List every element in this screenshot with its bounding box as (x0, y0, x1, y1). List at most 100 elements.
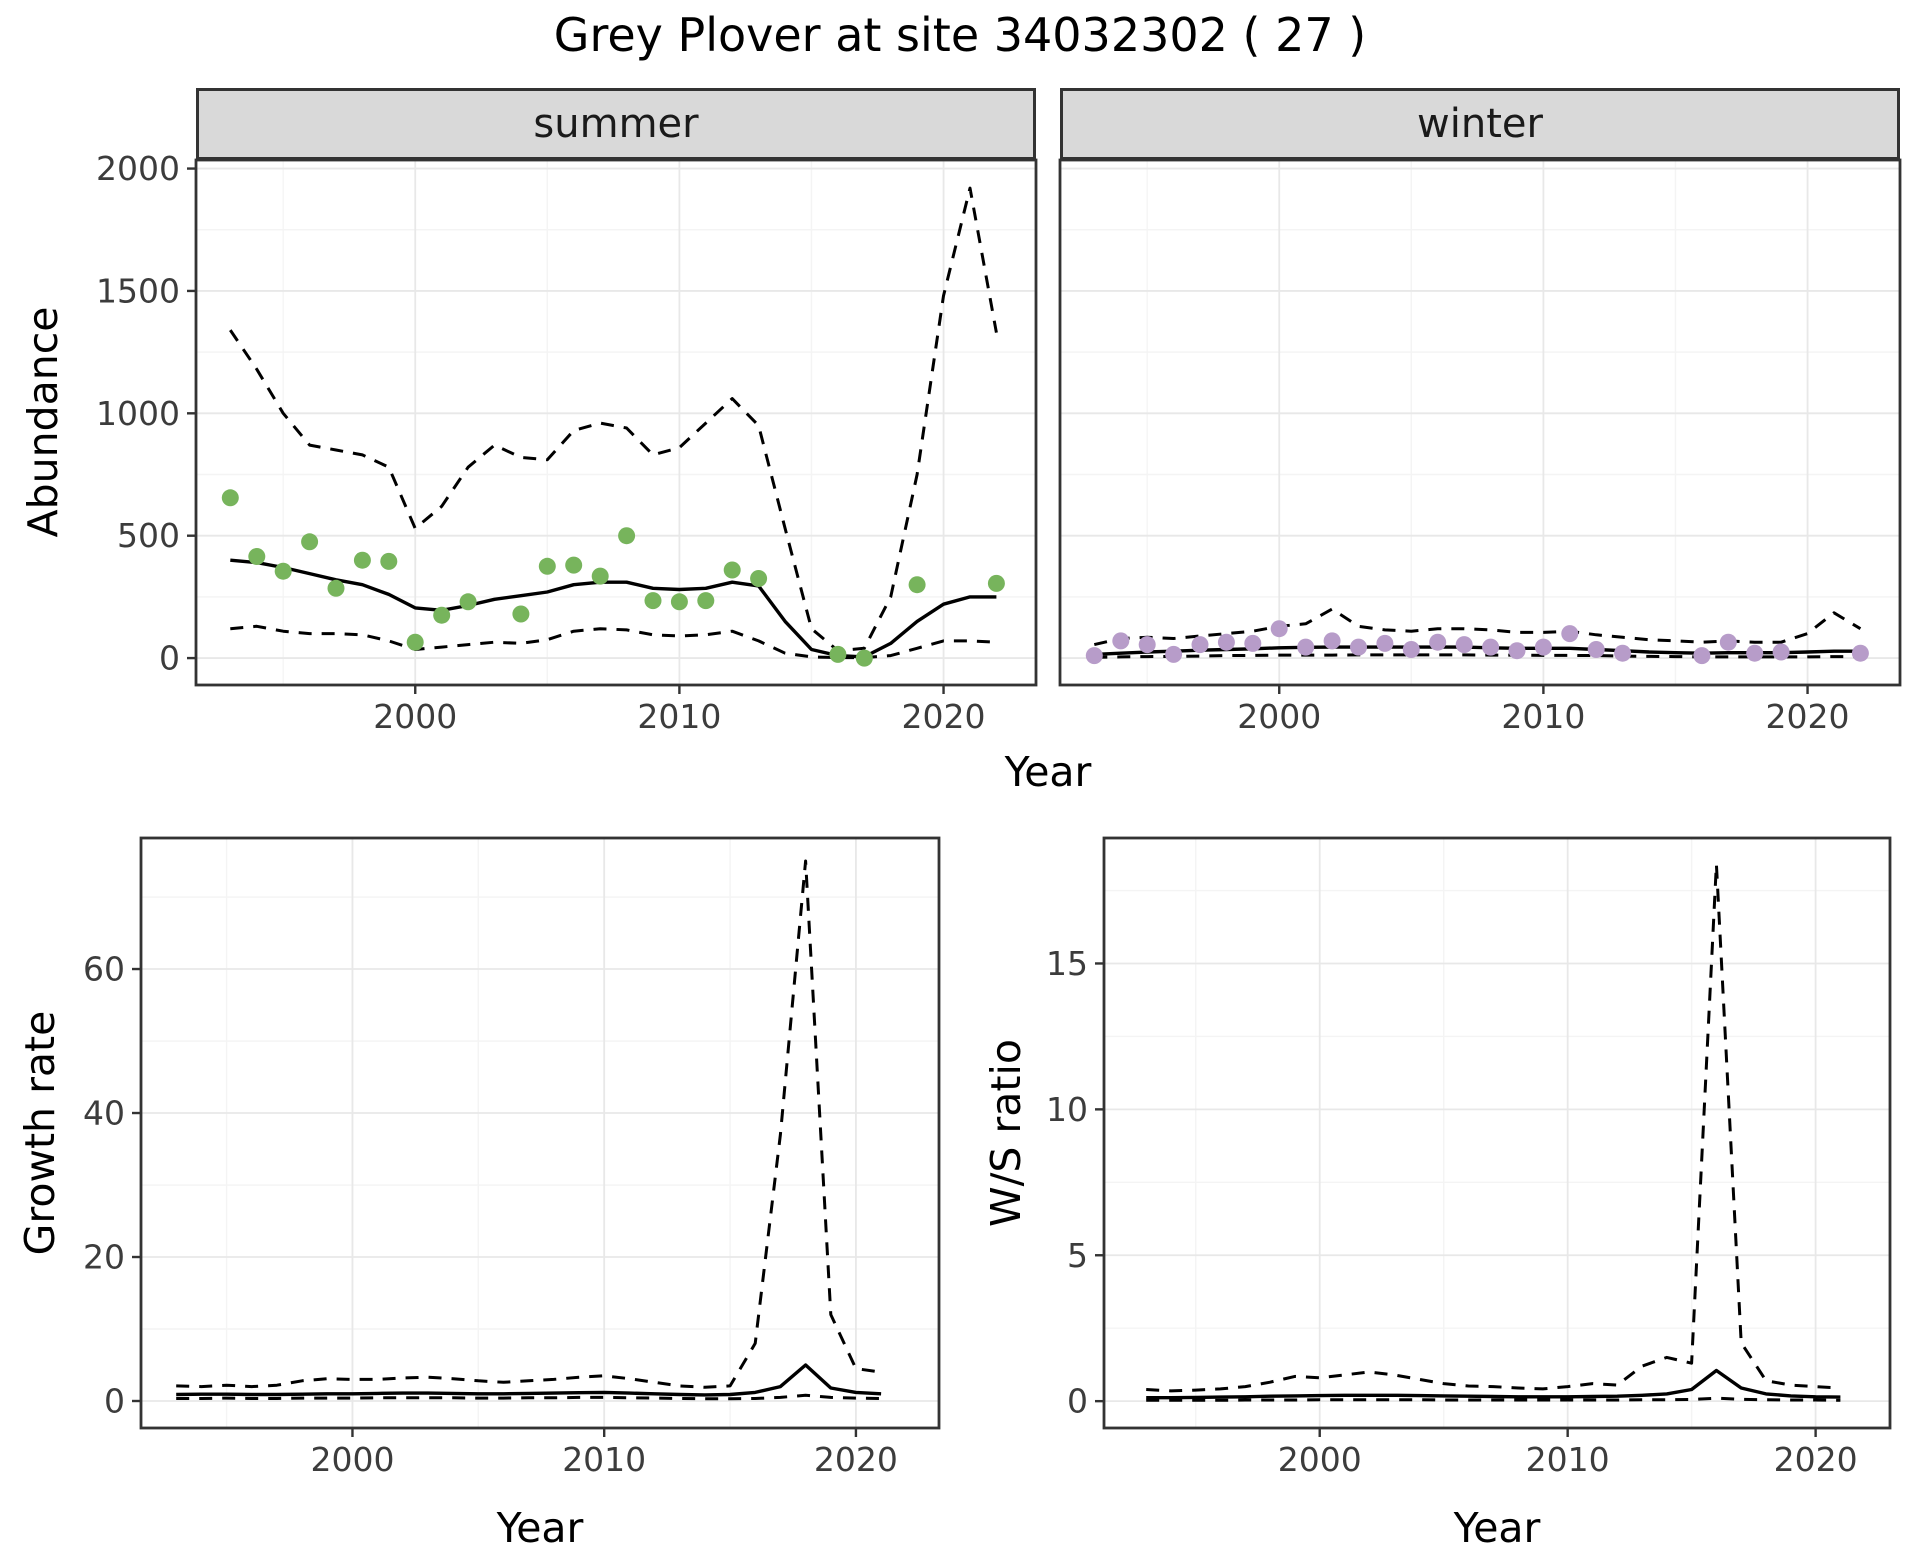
x-tick-label: 2010 (562, 1440, 646, 1479)
y-tick-label: 60 (83, 950, 125, 989)
data-point (750, 570, 768, 587)
abundance-summer-lower-ci-line (230, 624, 997, 660)
data-point (221, 489, 239, 507)
data-point (591, 567, 609, 585)
data-point (1508, 642, 1526, 660)
x-tick-label: 2000 (310, 1440, 394, 1479)
x-tick-label: 2010 (637, 697, 721, 736)
y-tick-label: 0 (159, 639, 180, 678)
data-point (406, 633, 424, 651)
abundance-winter-gridlines (1060, 160, 1900, 685)
ws-ratio-lower-ci-line (1146, 1396, 1841, 1402)
y-tick-label: 15 (1046, 944, 1088, 983)
facet-strip-winter-label: winter (1417, 101, 1543, 147)
ws-ratio-upper-ci-line (1146, 862, 1841, 1393)
data-point (1376, 634, 1394, 652)
data-point (1534, 638, 1552, 656)
data-point (987, 574, 1005, 592)
data-point (1587, 641, 1605, 658)
y-tick-label: 0 (104, 1382, 125, 1421)
y-tick-label: 500 (117, 516, 180, 555)
abundance-summer-fit-line (230, 558, 997, 659)
y-axis-title-growth-rate: Growth rate (16, 1010, 64, 1256)
x-tick-label: 2020 (1766, 697, 1850, 736)
x-axis-title-year-growth: Year (496, 1504, 584, 1552)
abundance-winter-lower-ci-line (1094, 653, 1861, 659)
data-point (855, 649, 873, 667)
data-point (1191, 636, 1209, 654)
y-tick-label: 2000 (96, 149, 180, 188)
data-point (353, 551, 371, 569)
ws-ratio-axis-ticks (1095, 962, 1817, 1437)
data-point (1244, 634, 1262, 652)
data-point (908, 576, 926, 594)
data-point (538, 557, 556, 575)
x-tick-label: 2020 (902, 697, 986, 736)
growth-rate-lower-ci-line (176, 1393, 882, 1401)
growth-rate-upper-ci-line (176, 859, 882, 1389)
x-tick-label: 2020 (814, 1440, 898, 1479)
data-point (1482, 638, 1500, 656)
abundance-winter-panel-border (1058, 158, 1902, 687)
data-point (1693, 647, 1711, 665)
data-point (1270, 620, 1288, 638)
growth-rate-gridlines (141, 838, 939, 1428)
data-point (1402, 641, 1420, 658)
x-tick-label: 2000 (1237, 697, 1321, 736)
y-tick-label: 1500 (96, 271, 180, 310)
data-point (433, 606, 451, 624)
chart-title: Grey Plover at site 34032302 ( 27 ) (553, 8, 1367, 62)
ws-ratio-axis-labels: 2000 2010 2020 0 5 10 15 (1046, 944, 1858, 1479)
data-point (380, 552, 398, 570)
data-point (1561, 625, 1579, 643)
x-axis-title-year-top: Year (1004, 748, 1092, 796)
data-point (1323, 632, 1341, 650)
abundance-summer-panel-border (194, 158, 1038, 687)
abundance-winter-upper-ci-line (1093, 607, 1862, 647)
data-point (1138, 636, 1156, 654)
growth-rate-axis-ticks (132, 967, 858, 1437)
data-point (829, 645, 847, 663)
x-tick-label: 2000 (1278, 1440, 1362, 1479)
facet-strip-summer: summer (196, 88, 1036, 160)
abundance-winter-axis-labels: 2000 2010 2020 (1237, 697, 1849, 736)
x-tick-label: 2010 (1526, 1440, 1610, 1479)
data-point (670, 593, 688, 611)
abundance-winter-fit-line (1094, 645, 1861, 657)
abundance-summer-axis-labels: 2000 2010 2020 0 500 1000 1500 2000 (96, 149, 986, 736)
data-point (1429, 633, 1447, 651)
facet-strip-summer-label: summer (533, 101, 699, 147)
x-tick-label: 2000 (373, 697, 457, 736)
ws-ratio-panel-border (1102, 836, 1892, 1430)
y-tick-label: 1000 (96, 394, 180, 433)
data-point (1350, 638, 1367, 656)
data-point (1085, 647, 1103, 665)
facet-strip-winter: winter (1060, 88, 1900, 160)
data-point (618, 527, 636, 545)
x-axis-title-year-ws: Year (1453, 1504, 1541, 1552)
x-tick-label: 2020 (1774, 1440, 1858, 1479)
data-point (301, 533, 319, 551)
abundance-summer-axis-ticks (187, 167, 945, 694)
abundance-summer-points (221, 489, 1005, 667)
ws-ratio-gridlines (1104, 838, 1890, 1428)
y-tick-label: 5 (1067, 1236, 1088, 1275)
ws-ratio-fit-line (1146, 1368, 1841, 1400)
data-point (1746, 644, 1764, 662)
data-point (1719, 633, 1737, 651)
data-point (723, 561, 741, 579)
data-point (1614, 644, 1632, 662)
y-tick-label: 10 (1046, 1090, 1088, 1129)
data-point (1112, 632, 1130, 650)
data-point (1772, 643, 1790, 661)
growth-rate-panel-border (139, 836, 941, 1430)
growth-rate-axis-labels: 2000 2010 2020 0 20 40 60 (83, 950, 898, 1479)
data-point (512, 605, 530, 623)
data-point (565, 556, 583, 574)
abundance-summer-upper-ci-line (229, 186, 998, 653)
y-tick-label: 0 (1067, 1382, 1088, 1421)
abundance-winter-points (1085, 620, 1869, 665)
data-point (459, 593, 477, 611)
